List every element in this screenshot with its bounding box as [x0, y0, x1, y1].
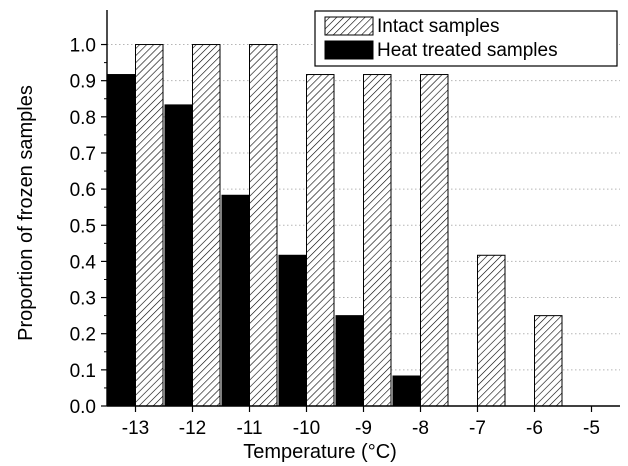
x-tick-label: -5: [583, 418, 600, 439]
x-tick-label: -6: [526, 418, 543, 439]
bar-heat-treated: [278, 254, 307, 407]
x-tick-label: -13: [122, 418, 149, 439]
y-tick-label: 0.9: [70, 72, 96, 93]
legend-label-intact: Intact samples: [377, 16, 500, 37]
bars: [107, 44, 563, 407]
bar-intact: [192, 44, 221, 407]
y-tick-label: 0.1: [70, 361, 96, 382]
bar-intact: [363, 74, 392, 407]
y-tick-label: 0.0: [70, 397, 96, 418]
bar-heat-treated: [221, 194, 250, 407]
y-tick-label: 1.0: [70, 36, 96, 57]
legend-label-heat: Heat treated samples: [377, 40, 558, 61]
legend-swatch-intact: [324, 16, 374, 36]
y-tick-label: 0.6: [70, 180, 96, 201]
bar-heat-treated: [335, 315, 364, 407]
y-tick-labels: 0.0 0.1 0.2 0.3 0.4 0.5 0.6 0.7 0.8 0.9 1.0: [70, 36, 97, 418]
y-tick-label: 0.2: [70, 325, 96, 346]
bar-intact: [534, 315, 563, 407]
bar-intact: [477, 254, 506, 407]
x-tick-labels: -13 -12 -11 -10 -9 -8 -7 -6 -5: [122, 418, 600, 439]
x-tick-label: -9: [355, 418, 372, 439]
y-tick-label: 0.5: [70, 216, 96, 237]
bar-heat-treated: [107, 74, 136, 407]
legend-swatch-heat: [324, 40, 374, 60]
y-tick-label: 0.7: [70, 144, 96, 165]
bar-intact: [420, 74, 449, 407]
x-tick-label: -7: [469, 418, 486, 439]
x-tick-label: -11: [236, 418, 262, 439]
y-axis-title: Proportion of frozen samples: [15, 85, 37, 341]
x-tick-label: -10: [293, 418, 320, 439]
bar-intact: [135, 44, 164, 407]
x-tick-label: -8: [412, 418, 429, 439]
x-tick-label: -12: [179, 418, 206, 439]
bar-intact: [306, 74, 335, 407]
legend: Intact samples Heat treated samples: [314, 10, 618, 67]
bar-heat-treated: [164, 104, 193, 407]
x-axis-title: Temperature (°C): [243, 441, 397, 463]
bar-intact: [249, 44, 278, 407]
y-tick-label: 0.3: [70, 289, 96, 310]
y-tick-label: 0.8: [70, 108, 96, 129]
axes: [101, 10, 620, 412]
bar-heat-treated: [392, 375, 421, 407]
y-tick-label: 0.4: [70, 252, 97, 273]
